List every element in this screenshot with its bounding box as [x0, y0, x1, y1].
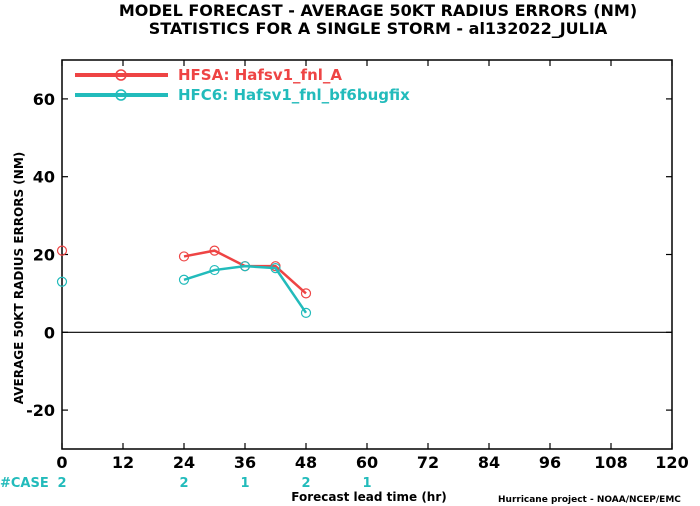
isolated-data-point [56, 276, 68, 287]
chart-subtitle: STATISTICS FOR A SINGLE STORM - al132022… [149, 19, 608, 38]
credit-text: Hurricane project - NOAA/NCEP/EMC [498, 495, 681, 505]
chart-title: MODEL FORECAST - AVERAGE 50KT RADIUS ERR… [119, 1, 637, 20]
y-tick-label: 20 [33, 246, 55, 265]
series-line [183, 264, 308, 314]
legend-item-1: HFSA: Hafsv1_fnl_A [75, 66, 342, 84]
legend-marker [115, 89, 127, 101]
axes [61, 59, 673, 450]
data-point [178, 274, 190, 285]
y-axis-label: AVERAGE 50KT RADIUS ERRORS (NM) [12, 152, 26, 404]
x-tick-label: 96 [539, 453, 561, 472]
series-2 [56, 261, 312, 318]
data-point [300, 307, 312, 318]
x-tick-label: 120 [655, 453, 688, 472]
y-tick-label: 60 [33, 90, 55, 109]
x-tick-label: 60 [356, 453, 378, 472]
legend-label: HFC6: Hafsv1_fnl_bf6bugfix [178, 86, 410, 104]
x-tick-label: 12 [112, 453, 134, 472]
case-counts: 2 2 1 2 1 [57, 476, 371, 491]
x-axis-label: Forecast lead time (hr) [291, 490, 447, 504]
x-tick-label: 84 [478, 453, 500, 472]
plot-frame [61, 59, 673, 450]
y-tick-label: 40 [33, 168, 55, 187]
data-point [178, 251, 190, 262]
y-tick-label: 0 [44, 323, 55, 342]
x-tick-label: 24 [173, 453, 195, 472]
legend-item-2: HFC6: Hafsv1_fnl_bf6bugfix [75, 86, 410, 104]
case-count: 2 [57, 476, 66, 491]
data-point [209, 264, 220, 276]
x-tick-label: 36 [234, 453, 256, 472]
isolated-data-point [56, 245, 68, 256]
case-count: 1 [240, 476, 249, 491]
x-tick-label: 72 [417, 453, 439, 472]
legend: HFSA: Hafsv1_fnl_A HFC6: Hafsv1_fnl_bf6bu… [75, 66, 410, 104]
case-label: #CASE [0, 476, 49, 491]
legend-label: HFSA: Hafsv1_fnl_A [178, 66, 342, 84]
case-count: 2 [179, 476, 188, 491]
tick-labels: 0 12 24 36 48 60 72 84 96 108 120 -20 0 20 40 60 [26, 90, 689, 472]
case-count: 2 [301, 476, 310, 491]
series-lines [56, 245, 312, 318]
data-point [239, 261, 251, 272]
x-tick-label: 108 [594, 453, 627, 472]
data-point [300, 288, 312, 299]
legend-marker [115, 69, 127, 81]
y-tick-label: -20 [26, 401, 55, 420]
x-tick-label: 0 [56, 453, 67, 472]
data-point [270, 263, 281, 274]
data-point [209, 245, 220, 256]
case-count: 1 [362, 476, 371, 491]
x-tick-label: 48 [295, 453, 317, 472]
